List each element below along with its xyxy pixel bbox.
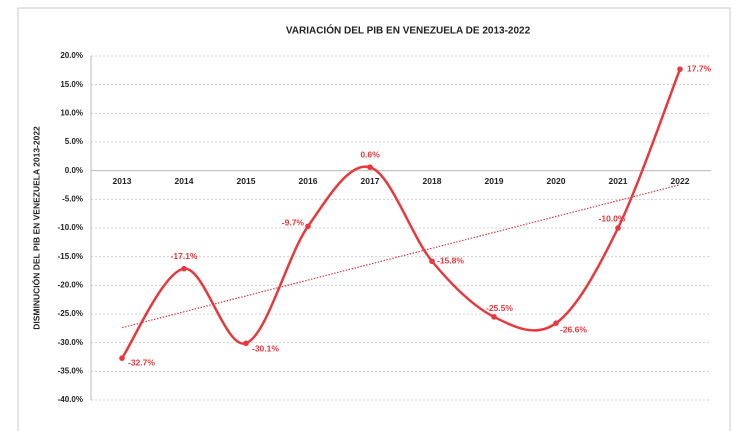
- data-label: -30.1%: [252, 343, 279, 353]
- x-tick-label: 2017: [361, 176, 380, 186]
- x-tick-label: 2021: [609, 176, 628, 186]
- data-label: -9.7%: [282, 218, 305, 228]
- data-label: 0.6%: [360, 149, 380, 159]
- data-point: [181, 265, 187, 272]
- y-tick-label: -35.0%: [58, 366, 83, 375]
- data-point: [243, 340, 249, 347]
- data-label: -17.1%: [171, 251, 198, 261]
- chart-title: VARIACIÓN DEL PIB EN VENEZUELA DE 2013-2…: [286, 24, 531, 37]
- data-point: [367, 164, 373, 171]
- y-tick-label: -10.0%: [58, 223, 83, 232]
- y-tick-label: 5.0%: [65, 137, 83, 146]
- data-label: -10.0%: [599, 213, 626, 223]
- x-tick-label: 2014: [175, 176, 194, 186]
- x-tick-label: 2016: [299, 176, 318, 186]
- data-label: -32.7%: [128, 357, 155, 367]
- x-tick-label: 2015: [237, 176, 256, 186]
- y-tick-label: -5.0%: [62, 194, 83, 203]
- x-tick-label: 2019: [485, 176, 504, 186]
- trendline: [121, 184, 681, 329]
- data-label: -15.8%: [437, 256, 464, 266]
- y-tick-label: 20.0%: [60, 51, 83, 60]
- x-tick-label: 2018: [423, 176, 442, 186]
- x-tick-label: 2013: [113, 176, 132, 186]
- data-label: -25.5%: [486, 303, 513, 313]
- data-point: [677, 66, 683, 72]
- y-axis-label: DISMINUCIÓN DEL PIB EN VENEZUELA 2013-20…: [30, 126, 41, 330]
- data-point: [553, 320, 559, 326]
- data-point: [119, 355, 125, 361]
- data-label: 17.7%: [687, 63, 712, 73]
- data-point: [429, 258, 435, 265]
- y-tick-label: -20.0%: [58, 280, 83, 289]
- y-tick-label: -15.0%: [58, 252, 83, 261]
- y-tick-label: -40.0%: [58, 395, 83, 404]
- y-tick-label: 0.0%: [65, 166, 83, 175]
- x-tick-label: 2022: [671, 176, 690, 186]
- y-tick-label: -25.0%: [58, 309, 83, 318]
- y-tick-label: 15.0%: [60, 80, 83, 89]
- y-tick-label: -30.0%: [58, 338, 83, 347]
- y-tick-label: 10.0%: [60, 108, 83, 117]
- chart-border: [17, 7, 731, 431]
- data-point: [615, 225, 621, 231]
- data-label: -26.6%: [560, 324, 587, 334]
- series-line: [120, 68, 682, 359]
- data-point: [491, 314, 497, 320]
- data-point: [305, 223, 311, 230]
- x-tick-label: 2020: [547, 176, 566, 186]
